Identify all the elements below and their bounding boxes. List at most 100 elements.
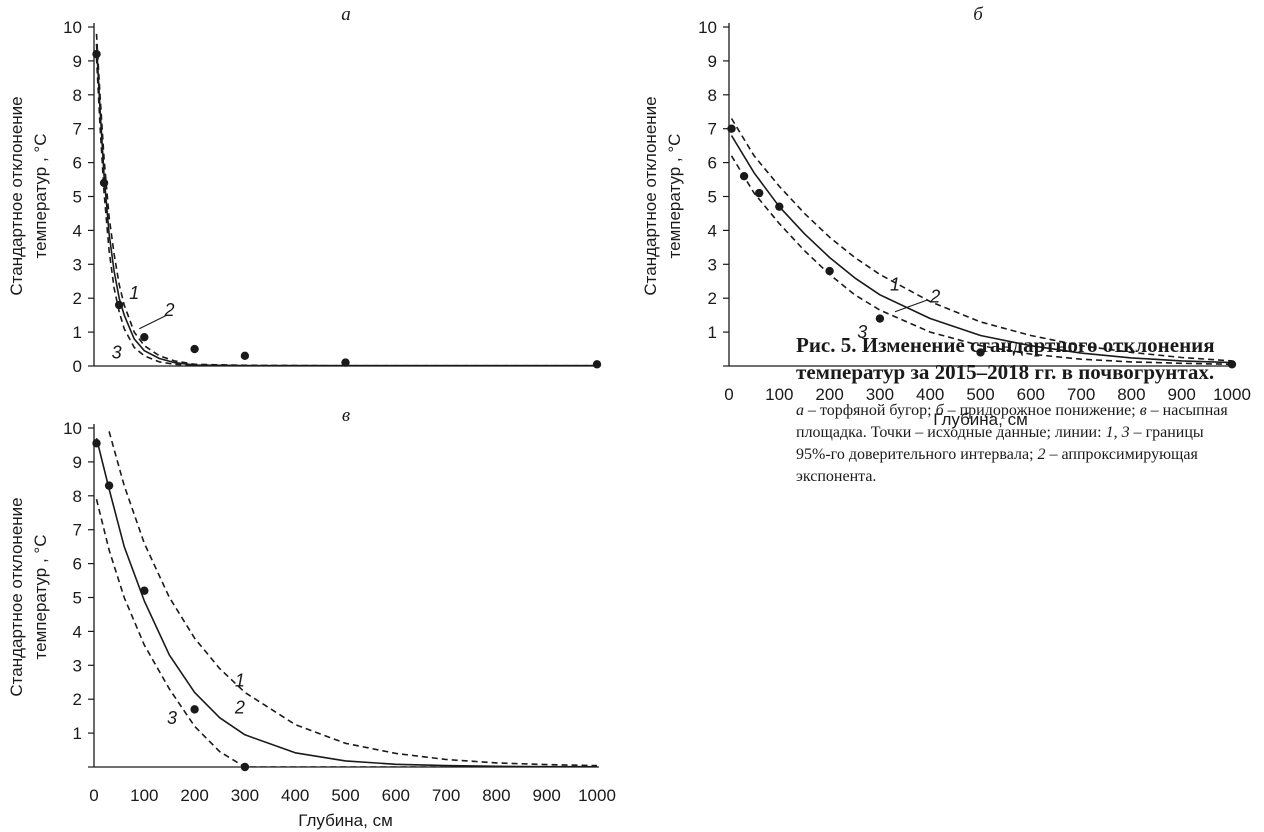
x-tick-label: 500 [331,786,359,805]
y-tick-label: 5 [708,188,717,207]
x-tick-label: 900 [1168,385,1196,404]
y-tick-label: 3 [73,656,82,675]
x-tick-label: 600 [382,786,410,805]
curve-label-1: 1 [129,283,139,303]
y-tick-label: 5 [73,188,82,207]
x-axis-title: Глубина, см [298,811,393,830]
y-tick-label: 2 [73,690,82,709]
x-tick-label: 300 [231,786,259,805]
x-tick-label: 600 [1017,385,1045,404]
x-tick-label: 500 [966,385,994,404]
y-tick-label: 9 [73,52,82,71]
x-tick-label: 0 [89,786,98,805]
y-tick-label: 7 [708,120,717,139]
y-tick-label: 9 [73,453,82,472]
data-point [190,705,199,714]
data-point [727,124,736,133]
caption-part: – насыпная площадка. Точки – исходные да… [796,402,1228,441]
data-point [99,178,109,188]
curve-3-line [95,57,597,366]
x-tick-label: 800 [1117,385,1145,404]
y-tick-label: 6 [708,154,717,173]
y-tick-label: 3 [708,255,717,274]
caption-part: – границы 95%-го доверительного интервал… [796,424,1204,463]
x-tick-label: 200 [815,385,843,404]
data-point [976,348,985,357]
x-tick-label: 100 [765,385,793,404]
data-point [1227,360,1237,369]
y-tick-label: 4 [73,622,82,641]
curve-1-line [730,118,1233,362]
curve-1-line [95,33,597,366]
y-tick-label: 8 [708,86,717,105]
y-tick-label: 8 [73,487,82,506]
data-point [190,344,199,354]
x-tick-label: 1000 [1213,385,1251,404]
y-tick-label: 10 [63,419,82,438]
y-axis-title: Стандартное отклонение [7,96,26,295]
y-axis-title: Стандартное отклонение [641,96,660,295]
y-tick-label: 3 [73,255,82,274]
curve-label-3: 3 [857,322,867,342]
data-point [92,49,101,59]
data-point [754,188,764,198]
curve-label-2: 2 [163,300,174,320]
curve-1-line [108,431,598,767]
data-point [140,332,149,342]
x-tick-label: 400 [916,385,944,404]
x-tick-label: 900 [533,786,561,805]
chart-panel-a: 0 1 2 3 4 5 6 7 8 9 10 Стандартное отклонение темпер… [7,4,602,376]
caption-text: а – торфяной бугор; б – придорожное пони… [796,400,1236,488]
data-point [114,300,124,310]
x-tick-label: 700 [1067,385,1095,404]
curve-3-line [730,155,1233,366]
caption-part: 2 [1037,446,1046,463]
caption-title: Рис. 5. Изменение стандартного отклонени… [796,333,1215,384]
x-tick-label: 1000 [578,786,616,805]
data-point [739,171,749,181]
x-tick-label: 800 [482,786,510,805]
y-axis-title: температур , °C [31,535,50,660]
data-point [825,266,834,276]
panel-label: а [341,4,351,25]
y-axis-title: температур , °C [665,134,684,259]
figure-caption: Рис. 5. Изменение стандартного отклонени… [796,332,1236,488]
curve-2-line [730,135,1233,364]
curve-2-line [95,438,597,767]
y-tick-label: 1 [73,724,82,743]
y-tick-label: 0 [73,357,82,376]
x-tick-label: 300 [866,385,894,404]
data-point [875,314,885,323]
y-tick-label: 5 [73,589,82,608]
curve-label-3: 3 [112,342,122,362]
caption-part: – придорожное понижение; [943,402,1140,419]
x-tick-label: 0 [724,385,733,404]
y-tick-label: 2 [708,289,717,308]
curve-label-1: 1 [235,671,245,691]
x-axis-title: Глубина, см [933,410,1028,429]
y-tick-label: 4 [708,221,717,240]
y-tick-label: 1 [73,323,82,342]
curve-pointer-line [894,299,928,313]
y-tick-label: 6 [73,555,82,574]
data-point [775,202,784,211]
curve-3-line [95,499,597,767]
data-point [104,481,114,490]
data-point [92,439,101,448]
caption-part: 3 [1121,424,1130,441]
x-tick-label: 100 [130,786,158,805]
y-tick-label: 4 [73,221,82,240]
caption-part: , [1113,424,1122,441]
caption-part: – торфяной бугор; [804,402,936,419]
curve-label-3: 3 [167,708,177,728]
x-tick-label: 400 [281,786,309,805]
curve-label-2: 2 [234,698,245,718]
panel-label: б [973,4,984,25]
y-tick-label: 6 [73,154,82,173]
caption-part: а [796,402,804,419]
y-axis-title: температур , °C [31,134,50,259]
y-tick-label: 7 [73,120,82,139]
y-tick-label: 9 [708,52,717,71]
